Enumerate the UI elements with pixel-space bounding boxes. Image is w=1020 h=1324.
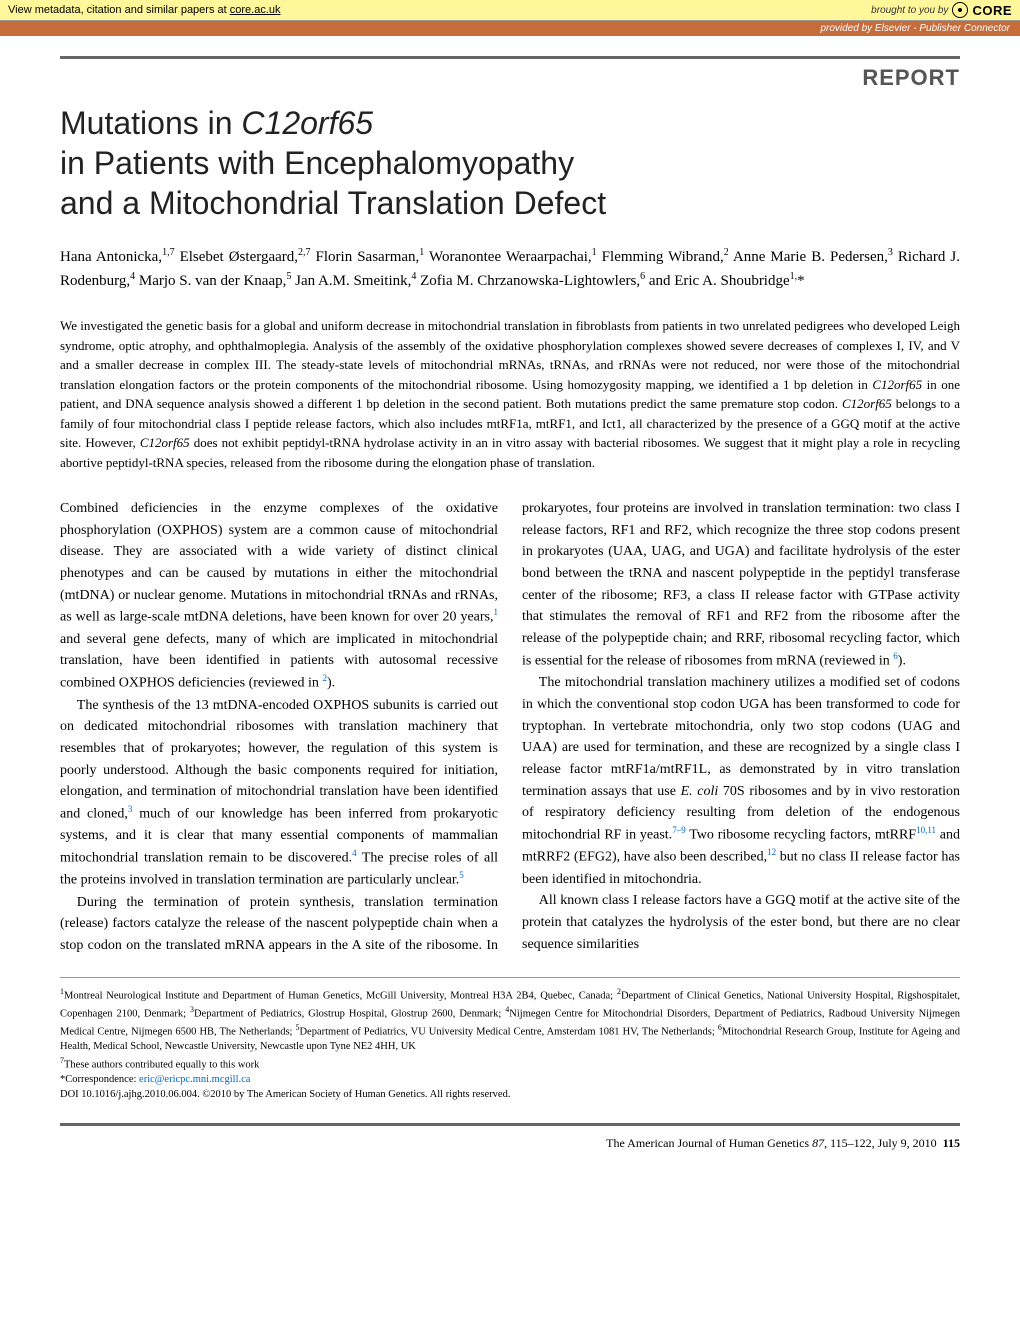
title-line3: and a Mitochondrial Translation Defect: [60, 185, 606, 221]
provider-bar: provided by Elsevier - Publisher Connect…: [0, 21, 1020, 36]
article-title: Mutations in C12orf65 in Patients with E…: [60, 103, 960, 223]
page-content: REPORT Mutations in C12orf65 in Patients…: [0, 36, 1020, 1175]
body-p2: The synthesis of the 13 mtDNA-encoded OX…: [60, 695, 498, 892]
core-link[interactable]: core.ac.uk: [230, 4, 281, 16]
core-banner-left: View metadata, citation and similar pape…: [8, 4, 281, 16]
title-gene: C12orf65: [241, 105, 373, 141]
body-p1: Combined deficiencies in the enzyme comp…: [60, 498, 498, 695]
correspondence: *Correspondence: eric@ericpc.mni.mcgill.…: [60, 1073, 960, 1088]
provider-text: provided by Elsevier - Publisher Connect…: [820, 23, 1010, 34]
page-footer: The American Journal of Human Genetics 8…: [60, 1136, 960, 1165]
authors: Hana Antonicka,1,7 Elsebet Østergaard,2,…: [60, 245, 960, 292]
core-banner-left-text: View metadata, citation and similar pape…: [8, 4, 230, 16]
affiliations-block: 1Montreal Neurological Institute and Dep…: [60, 977, 960, 1103]
affiliations-list: 1Montreal Neurological Institute and Dep…: [60, 986, 960, 1055]
journal-name: The American Journal of Human Genetics: [606, 1136, 812, 1150]
pages-date: , 115–122, July 9, 2010: [824, 1136, 937, 1150]
page-number: 115: [943, 1136, 960, 1150]
body-p4: The mitochondrial translation machinery …: [522, 672, 960, 890]
doi-line: DOI 10.1016/j.ajhg.2010.06.004. ©2010 by…: [60, 1088, 960, 1103]
core-logo-text: CORE: [972, 3, 1012, 18]
volume: 87: [812, 1136, 824, 1150]
body-p5: All known class I release factors have a…: [522, 890, 960, 955]
correspondence-email[interactable]: eric@ericpc.mni.mcgill.ca: [139, 1074, 250, 1085]
core-banner: View metadata, citation and similar pape…: [0, 0, 1020, 21]
equal-contrib: 7These authors contributed equally to th…: [60, 1055, 960, 1073]
report-label: REPORT: [60, 65, 960, 91]
correspondence-label: *Correspondence:: [60, 1074, 139, 1085]
title-line1: Mutations in: [60, 105, 241, 141]
body-text: Combined deficiencies in the enzyme comp…: [60, 498, 960, 957]
core-brought-by: brought to you by: [871, 5, 948, 16]
title-line2: in Patients with Encephalomyopathy: [60, 145, 574, 181]
core-logo-icon: [952, 2, 968, 18]
abstract: We investigated the genetic basis for a …: [60, 316, 960, 472]
core-banner-right: brought to you by CORE: [871, 2, 1012, 18]
footer-rule: [60, 1123, 960, 1126]
top-rule: [60, 56, 960, 59]
